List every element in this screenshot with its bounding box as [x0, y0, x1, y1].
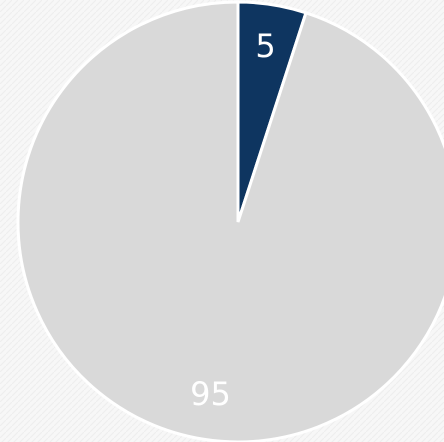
pie-slice — [16, 0, 444, 442]
data-label: 5 — [255, 27, 275, 65]
data-label: 95 — [190, 375, 231, 413]
